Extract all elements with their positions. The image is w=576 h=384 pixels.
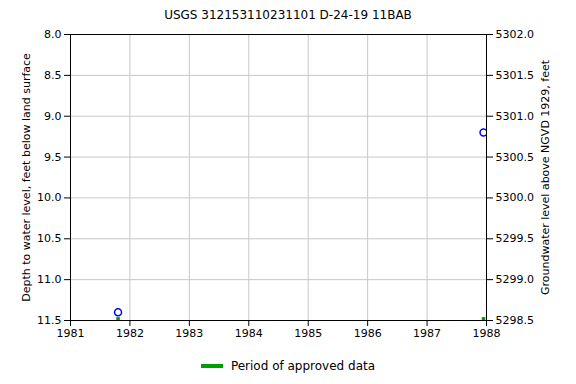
svg-text:Depth to water level, feet bel: Depth to water level, feet below land su…	[20, 53, 33, 302]
html-text:Period of approved data: Period of approved data	[230, 359, 376, 373]
svg-text:1984: 1984	[235, 327, 263, 340]
svg-text:9.0: 9.0	[44, 110, 62, 123]
svg-text:1985: 1985	[294, 327, 322, 340]
svg-text:8.5: 8.5	[44, 69, 62, 82]
svg-text:1987: 1987	[413, 327, 441, 340]
svg-text:11.5: 11.5	[37, 314, 62, 327]
svg-text:5301.0: 5301.0	[496, 110, 535, 123]
svg-text:5301.5: 5301.5	[496, 69, 535, 82]
svg-text:9.5: 9.5	[44, 151, 62, 164]
svg-text:5300.5: 5300.5	[496, 151, 535, 164]
svg-text:5302.0: 5302.0	[496, 28, 535, 41]
svg-text:10.0: 10.0	[37, 191, 62, 204]
svg-text:1983: 1983	[175, 327, 203, 340]
svg-text:Groundwater level above NGVD 1: Groundwater level above NGVD 1929, feet	[539, 59, 552, 295]
svg-text:1981: 1981	[57, 327, 85, 340]
svg-text:1986: 1986	[354, 327, 382, 340]
svg-text:5299.0: 5299.0	[496, 273, 535, 286]
svg-text:1988: 1988	[473, 327, 501, 340]
svg-text:5299.5: 5299.5	[496, 232, 535, 245]
html-text:USGS 312153110231101 D-24-19 1: USGS 312153110231101 D-24-19 11BAB	[164, 8, 412, 22]
svg-text:10.5: 10.5	[37, 232, 62, 245]
svg-text:8.0: 8.0	[44, 28, 62, 41]
svg-text:5298.5: 5298.5	[496, 314, 535, 327]
svg-text:5300.0: 5300.0	[496, 191, 535, 204]
svg-text:11.0: 11.0	[37, 273, 62, 286]
svg-text:1982: 1982	[116, 327, 144, 340]
